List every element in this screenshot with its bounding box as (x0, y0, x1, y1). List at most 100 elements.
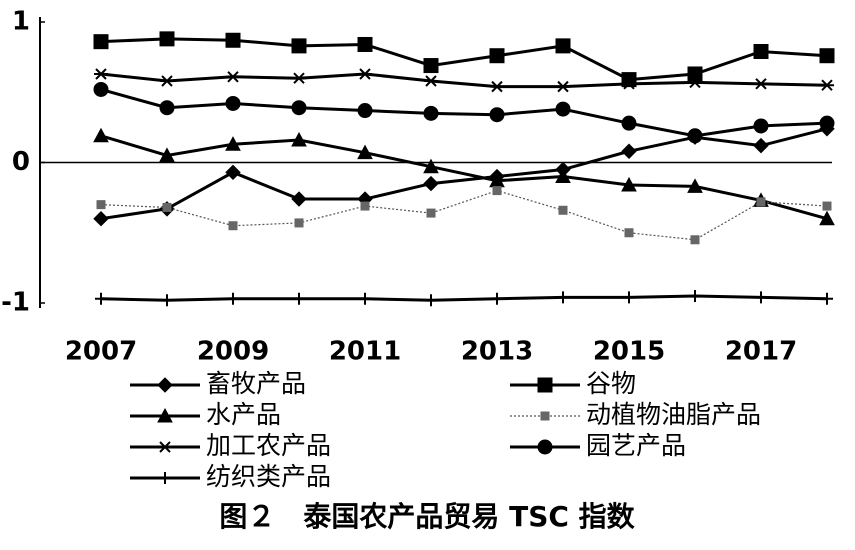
marker (556, 80, 570, 93)
marker (93, 81, 109, 97)
marker (227, 292, 239, 305)
marker (360, 201, 370, 211)
marker (687, 178, 703, 193)
legend-label: 纺织类产品 (206, 462, 331, 491)
marker (621, 115, 637, 131)
marker (160, 75, 174, 87)
marker (423, 58, 439, 74)
marker (95, 292, 107, 305)
marker (687, 128, 703, 144)
marker (555, 101, 571, 117)
marker (423, 105, 439, 121)
marker (489, 48, 505, 64)
x-tick-label: 2015 (593, 337, 665, 367)
marker (821, 292, 833, 305)
marker (555, 168, 571, 184)
marker (819, 210, 835, 226)
marker (226, 71, 240, 83)
series-line (100, 37, 828, 82)
marker (162, 202, 172, 212)
marker (225, 164, 241, 181)
marker (294, 218, 304, 228)
marker (225, 136, 241, 151)
marker (423, 158, 439, 174)
marker (689, 289, 701, 302)
marker (822, 201, 832, 211)
marker (820, 79, 834, 91)
marker (94, 68, 108, 80)
marker (159, 31, 175, 47)
marker (754, 78, 768, 90)
marker (490, 80, 504, 93)
marker (291, 38, 307, 54)
marker (425, 294, 437, 307)
legend-label: 谷物 (586, 369, 636, 398)
legend-marker (157, 407, 173, 423)
marker (756, 197, 766, 207)
marker (688, 76, 702, 89)
x-tick-label: 2009 (197, 337, 269, 367)
series-line (100, 127, 828, 221)
legend-marker (540, 411, 550, 421)
marker (359, 292, 371, 305)
y-tick-label: -1 (1, 288, 30, 318)
marker (159, 147, 175, 162)
marker (161, 294, 173, 307)
marker (622, 78, 636, 90)
marker (93, 210, 109, 227)
marker (159, 100, 175, 116)
marker (96, 200, 106, 210)
x-tick-label: 2013 (461, 337, 533, 367)
marker (558, 205, 568, 215)
series-line (100, 87, 828, 138)
series-line (100, 294, 828, 302)
marker (624, 228, 634, 238)
marker (93, 127, 109, 143)
legend-label: 动植物油脂产品 (586, 400, 761, 429)
marker (291, 131, 307, 147)
marker (225, 95, 241, 111)
marker (293, 292, 305, 305)
marker (819, 115, 835, 131)
marker (753, 118, 769, 134)
marker (690, 235, 700, 245)
chart-title: 图２ 泰国农产品贸易 TSC 指数 (219, 500, 635, 533)
marker (358, 68, 372, 80)
marker (228, 221, 238, 231)
marker (357, 36, 373, 52)
marker (753, 137, 769, 154)
legend-marker (537, 377, 553, 393)
legend-label: 园艺产品 (586, 431, 686, 460)
legend-label: 畜牧产品 (206, 369, 306, 398)
legend-label: 加工农产品 (206, 431, 331, 460)
series-line (100, 189, 828, 241)
series-line (100, 134, 828, 221)
legend-marker (537, 439, 553, 455)
marker (489, 107, 505, 123)
marker (93, 34, 109, 50)
marker (755, 291, 767, 304)
marker (357, 144, 373, 160)
series-line (100, 72, 828, 89)
legend-label: 水产品 (206, 400, 281, 429)
marker (621, 176, 637, 192)
marker (423, 175, 439, 192)
legend-marker (157, 377, 173, 393)
marker (424, 75, 438, 87)
marker (819, 48, 835, 64)
marker (291, 100, 307, 116)
marker (357, 103, 373, 119)
marker (623, 291, 635, 304)
marker (621, 143, 637, 159)
marker (555, 38, 571, 54)
y-tick-label: 1 (12, 7, 30, 37)
marker (225, 32, 241, 48)
marker (492, 186, 502, 196)
x-tick-label: 2007 (65, 337, 137, 367)
marker (292, 72, 306, 84)
legend-marker (158, 441, 172, 453)
marker (753, 44, 769, 60)
x-tick-label: 2011 (329, 337, 401, 367)
legend-marker (159, 472, 171, 484)
